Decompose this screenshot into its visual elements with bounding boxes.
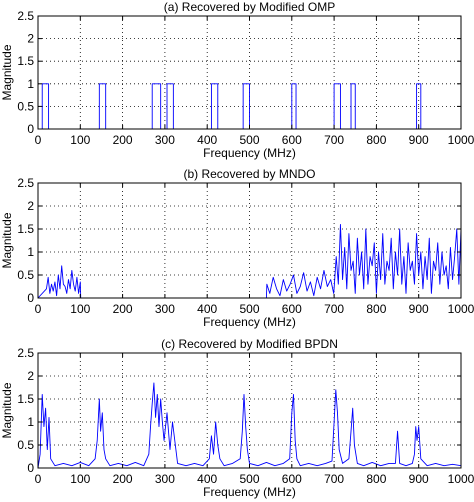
panel-2-xtick-label-2: 200	[113, 302, 133, 316]
panel-3-xtick-label-0: 0	[35, 472, 42, 486]
panel-2-xlabel: Frequency (MHz)	[203, 315, 296, 329]
panel-2-xtick-label-7: 700	[324, 302, 344, 316]
panel-3-xtick-label-9: 900	[409, 472, 429, 486]
panel-2-xtick-label-6: 600	[282, 302, 302, 316]
panel-1-xtick-label-3: 300	[155, 133, 175, 147]
panel-2-series-line-0	[37, 223, 462, 299]
panel-1-ytick-label-5: 2.5	[17, 9, 34, 23]
panel-2-ylabel: Magnitude	[0, 212, 14, 268]
panel-3-ytick-label-0: 0	[27, 461, 34, 475]
panel-3-ylabel: Magnitude	[0, 382, 14, 438]
panel-3-ytick-label-1: 0.5	[17, 438, 34, 452]
panel-2-ytick-label-2: 1	[27, 245, 34, 259]
panel-1-title: (a) Recovered by Modified OMP	[164, 0, 335, 14]
panel-2-xtick-label-1: 100	[70, 302, 90, 316]
panel-1-xtick-label-5: 500	[239, 133, 259, 147]
panel-1-xlabel: Frequency (MHz)	[203, 146, 296, 160]
panel-3-title: (c) Recovered by Modified BPDN	[161, 337, 338, 351]
panel-2-xtick-label-0: 0	[35, 302, 42, 316]
panel-3-xtick-label-3: 300	[155, 472, 175, 486]
panel-3-axes-box	[37, 352, 462, 469]
panel-1-xtick-label-1: 100	[70, 133, 90, 147]
panel-2-title: (b) Recovered by MNDO	[183, 167, 315, 181]
panel-2-ytick-label-5: 2.5	[17, 176, 34, 190]
panel-3-xtick-label-6: 600	[282, 472, 302, 486]
panel-3-series-line-0	[37, 382, 462, 469]
panel-3-xtick-label-5: 500	[239, 472, 259, 486]
panel-2-xtick-label-5: 500	[239, 302, 259, 316]
panel-1-xtick-label-4: 400	[197, 133, 217, 147]
panel-1-ylabel: Magnitude	[0, 44, 14, 100]
panel-3-ytick-label-3: 1.5	[17, 392, 34, 406]
panel-3-xlabel: Frequency (MHz)	[203, 485, 296, 499]
panel-2-ytick-label-1: 0.5	[17, 268, 34, 282]
panel-1-xtick-label-2: 200	[113, 133, 133, 147]
panel-3-ytick-label-5: 2.5	[17, 346, 34, 360]
panel-3-xtick-label-8: 800	[366, 472, 386, 486]
panel-1-ytick-label-3: 1.5	[17, 54, 34, 68]
panel-3-xtick-label-4: 400	[197, 472, 217, 486]
panel-3-xtick-label-2: 200	[113, 472, 133, 486]
panel-2-xtick-label-9: 900	[409, 302, 429, 316]
panel-3-xtick-label-10: 1000	[448, 472, 474, 486]
panel-2-ytick-label-3: 1.5	[17, 222, 34, 236]
panel-1-xtick-label-6: 600	[282, 133, 302, 147]
panel-1-ytick-label-2: 1	[27, 77, 34, 91]
panel-2-xtick-label-3: 300	[155, 302, 175, 316]
panel-1-series-line-0	[38, 83, 461, 130]
panel-3-xtick-label-1: 100	[70, 472, 90, 486]
panel-1-xtick-label-8: 800	[366, 133, 386, 147]
panel-1-xtick-label-10: 1000	[448, 133, 474, 147]
panel-3-ytick-label-4: 2	[27, 369, 34, 383]
panel-3-ytick-label-2: 1	[27, 415, 34, 429]
panel-2-ytick-label-0: 0	[27, 291, 34, 305]
panel-2-xtick-label-10: 1000	[448, 302, 474, 316]
panel-1-xtick-label-0: 0	[35, 133, 42, 147]
panel-1-ytick-label-0: 0	[27, 122, 34, 136]
panel-2-xtick-label-8: 800	[366, 302, 386, 316]
panel-1-ytick-label-1: 0.5	[17, 99, 34, 113]
panel-2-ytick-label-4: 2	[27, 199, 34, 213]
panel-1-xtick-label-7: 700	[324, 133, 344, 147]
panel-3-xtick-label-7: 700	[324, 472, 344, 486]
panel-1-xtick-label-9: 900	[409, 133, 429, 147]
panel-2-axes-box	[37, 182, 462, 299]
panel-1-ytick-label-4: 2	[27, 32, 34, 46]
panel-2-xtick-label-4: 400	[197, 302, 217, 316]
